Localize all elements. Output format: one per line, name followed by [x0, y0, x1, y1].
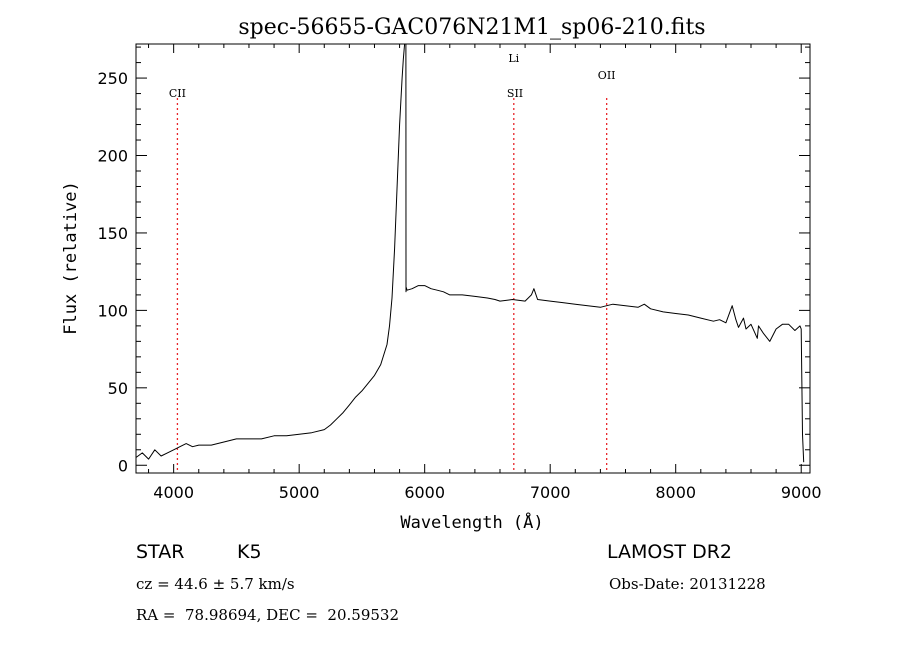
spectrum-series: [135, 43, 805, 463]
marker-label: Li: [508, 52, 519, 65]
obs-date-text: Obs-Date: 20131228: [609, 575, 766, 593]
x-tick-label: 6000: [404, 483, 445, 502]
x-tick-label: 4000: [153, 483, 194, 502]
x-tick-label: 7000: [530, 483, 571, 502]
marker-lines: CII Li SII OII: [169, 52, 616, 473]
y-tick-label: 50: [108, 379, 128, 398]
plot-frame: [135, 43, 811, 474]
survey-name: LAMOST DR2: [607, 541, 732, 563]
y-tick-label: 150: [97, 224, 128, 243]
object-class: STAR: [136, 541, 184, 563]
marker-label: CII: [169, 87, 186, 100]
x-tick-label: 9000: [781, 483, 822, 502]
y-tick-label: 250: [97, 69, 128, 88]
y-tick-label: 100: [97, 301, 128, 320]
info-block: STAR K5 LAMOST DR2 cz = 44.6 ± 5.7 km/s …: [136, 541, 766, 624]
chart-title: spec-56655-GAC076N21M1_sp06-210.fits: [238, 15, 705, 40]
y-axis: 0 50 100 150 200 250: [97, 46, 810, 475]
y-tick-label: 0: [118, 456, 128, 475]
velocity-text: cz = 44.6 ± 5.7 km/s: [136, 575, 295, 593]
x-tick-label: 8000: [655, 483, 696, 502]
spectrum-line: [135, 43, 805, 463]
object-subclass: K5: [237, 541, 262, 563]
x-axis: 4000 5000 6000 7000 8000 9000: [148, 44, 822, 502]
marker-label: SII: [507, 87, 523, 100]
y-tick-label: 200: [97, 147, 128, 166]
coordinates-text: RA = 78.98694, DEC = 20.59532: [136, 606, 399, 624]
y-axis-label: Flux (relative): [61, 181, 81, 335]
marker-label: OII: [598, 69, 616, 82]
x-axis-label: Wavelength (Å): [400, 511, 543, 533]
x-tick-label: 5000: [279, 483, 320, 502]
